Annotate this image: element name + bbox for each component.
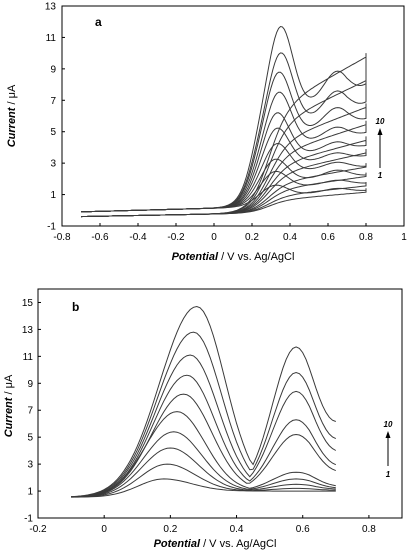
x-tick-label: -0.2 [167,232,185,243]
series-line-7 [80,91,367,218]
x-axis-label-rest-b: / V vs. Ag/AgCl [200,538,276,550]
x-axis-label-a: Potential / V vs. Ag/AgCl [172,251,295,263]
series-line-3 [80,158,367,218]
y-tick-label: 11 [23,352,34,363]
y-tick-label: 9 [50,64,56,75]
y-tick-label: 7 [27,406,33,417]
panel-label-b: b [72,300,79,314]
y-tick-label: 13 [22,325,34,336]
x-tick-label: 0.8 [359,232,373,243]
x-tick-label: -0.2 [29,524,47,535]
y-tick-label: -1 [47,222,56,233]
y-tick-label: 11 [46,33,57,44]
x-axis-ticks-b: -0.2 0 0.2 0.4 0.6 0.8 [29,515,376,535]
x-axis-label-b: Potential / V vs. Ag/AgCl [154,538,277,550]
series-line-8 [71,354,337,498]
x-tick-label: 0.6 [296,524,310,535]
y-tick-label: 9 [27,379,33,390]
x-tick-label: 0.2 [245,232,259,243]
series-line-6 [80,112,367,218]
y-tick-label: 5 [27,433,33,444]
series-line-7 [71,374,337,498]
series-group-a [80,25,367,218]
x-tick-label: 0.8 [362,524,376,535]
x-tick-label: -0.6 [91,232,109,243]
x-tick-label: 0.2 [163,524,177,535]
y-axis-label-rest-b: / μA [3,374,15,398]
series-line-2 [71,463,336,498]
x-axis-label-italic-b: Potential [154,538,201,550]
y-tick-label: 1 [50,190,56,201]
x-axis-label-italic-a: Potential [172,251,219,263]
panel-label-a: a [95,15,102,29]
plot-frame-a [61,5,405,227]
x-axis-ticks-a: -0.8 -0.6 -0.4 -0.2 0 0.2 0.4 0.6 0.8 1 [53,223,407,243]
series-line-10 [80,25,367,218]
series-line-9 [71,331,337,498]
x-tick-label: 1 [401,232,407,243]
y-tick-label: -1 [24,514,33,525]
trend-arrowhead-a [377,128,383,135]
x-tick-label: 0.4 [230,524,244,535]
y-tick-label: 13 [45,2,57,13]
series-line-8 [80,71,367,218]
y-tick-label: 5 [50,127,56,138]
y-tick-label: 7 [50,96,56,107]
y-axis-label-italic-b: Current [3,396,15,437]
arrow-top-label-b: 10 [384,420,393,429]
y-tick-label: 1 [27,487,33,498]
series-line-6 [71,393,336,498]
x-axis-label-rest-a: / V vs. Ag/AgCl [218,251,294,263]
x-tick-label: 0 [211,232,217,243]
y-tick-label: 3 [27,460,33,471]
series-line-10 [71,305,336,498]
arrow-bottom-label-b: 1 [386,470,391,479]
x-tick-label: 0.6 [321,232,335,243]
x-tick-label: -0.8 [53,232,71,243]
y-tick-label: 3 [50,159,56,170]
plot-frame-b [37,288,403,519]
series-line-2 [80,170,367,218]
series-line-3 [71,447,336,498]
y-tick-label: 15 [22,298,34,309]
series-line-1 [80,184,367,218]
series-line-5 [80,127,367,218]
x-tick-label: 0 [101,524,107,535]
x-tick-label: 0.4 [283,232,297,243]
x-tick-label: -0.4 [129,232,147,243]
y-axis-label-italic-a: Current [6,106,18,147]
arrow-top-label-a: 10 [376,117,385,126]
y-axis-label-a: Current / μA [6,84,18,147]
series-group-b [71,305,337,498]
series-line-4 [80,142,367,218]
arrow-bottom-label-a: 1 [378,171,383,180]
y-axis-label-b: Current / μA [3,374,15,437]
series-line-4 [71,431,336,498]
series-line-9 [80,52,367,218]
y-axis-label-rest-a: / μA [6,84,18,108]
trend-arrowhead-b [385,431,391,438]
series-line-1 [71,478,336,498]
